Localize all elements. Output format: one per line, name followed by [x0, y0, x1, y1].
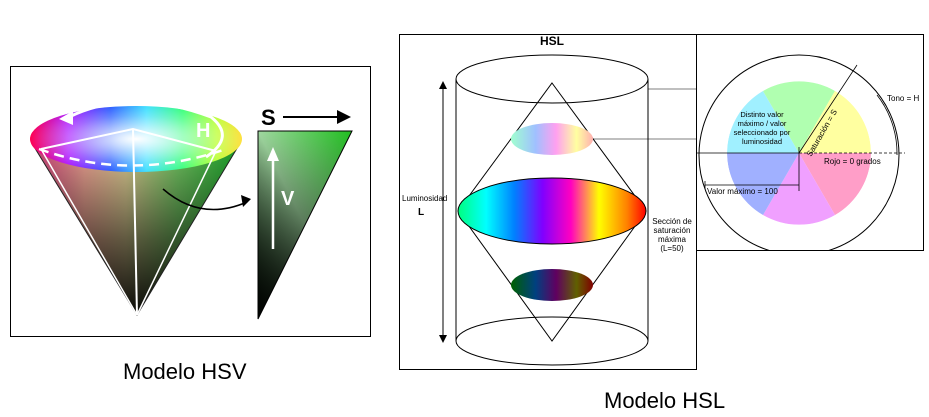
dark-disk	[511, 269, 593, 301]
hsv-panel: H S V	[10, 66, 371, 337]
red-zero-label: Rojo = 0 grados	[824, 157, 881, 166]
hue-arrow	[68, 100, 224, 159]
label-s: S	[261, 105, 276, 130]
luminosity-letter: L	[418, 207, 424, 218]
distinct-value-line-3: seleccionado por	[734, 128, 791, 137]
label-v: V	[281, 188, 295, 210]
max-sat-line-3: máxima	[658, 235, 687, 244]
max-saturation-disk	[457, 177, 647, 245]
hsl-inset-panel: Distinto valor máximo / valor selecciona…	[696, 34, 924, 256]
hsl-title: HSL	[540, 35, 564, 48]
hsv-caption: Modelo HSV	[123, 359, 247, 384]
hsl-cylinder-diagram: HSL Luminosidad L Sección de saturación …	[402, 34, 696, 366]
max-value-label: Valor máximo = 100	[707, 187, 778, 196]
hsl-caption: Modelo HSL	[604, 388, 726, 413]
distinct-value-line-2: máximo / valor	[738, 119, 787, 128]
label-h: H	[196, 120, 210, 142]
max-sat-line-2: saturación	[654, 226, 691, 235]
hsl-panel: HSL Luminosidad L Sección de saturación …	[399, 34, 697, 370]
double-cone	[457, 82, 647, 342]
distinct-value-line-4: luminosidad	[742, 137, 782, 146]
max-sat-line-4: (L=50)	[660, 244, 684, 253]
distinct-value-line-1: Distinto valor	[740, 110, 784, 119]
light-disk	[511, 123, 593, 155]
hsl-inset-diagram: Distinto valor máximo / valor selecciona…	[697, 54, 919, 256]
curved-arrow	[162, 188, 248, 211]
luminosity-label: Luminosidad	[402, 194, 447, 203]
cylinder-top	[455, 54, 649, 104]
hue-label: Tono = H	[887, 94, 919, 103]
hsv-cone-diagram: H S V	[30, 100, 353, 320]
max-sat-line-1: Sección de	[652, 217, 692, 226]
